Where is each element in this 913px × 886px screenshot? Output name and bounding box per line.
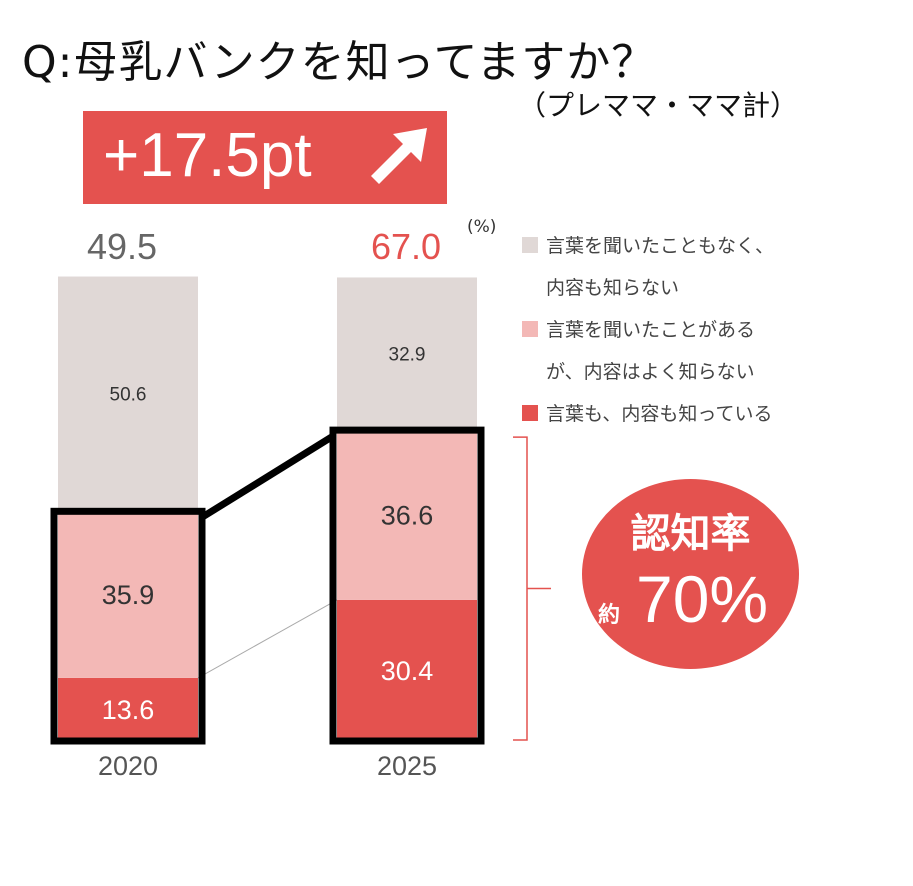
legend-swatch [522,321,538,337]
legend-label: 言葉も、内容も知っている [546,403,773,425]
connector-thick-line [200,433,335,521]
legend-label: が、内容はよく知らない [546,361,755,383]
x-tick-label: 2020 [98,751,158,781]
awareness-callout: 認知率 約 70% [582,479,799,669]
highlight-box [50,507,206,745]
bar-segment [337,430,477,600]
legend: 言葉を聞いたこともなく、 内容も知らない 言葉を聞いたことがある が、内容はよく… [522,225,902,435]
awareness-value: 70% [636,562,769,636]
legend-swatch [522,405,538,421]
legend-item-aware: 言葉も、内容も知っている [522,393,902,435]
total-2025: 67.0 [371,226,442,267]
page-title: Q:母乳バンクを知ってますか？ [22,37,657,88]
legend-item-heard-only: 言葉を聞いたことがある が、内容はよく知らない [522,309,902,393]
unit-label: (%) [467,217,497,237]
legend-label: 言葉を聞いたこともなく、 [546,235,775,257]
x-tick-label: 2025 [377,751,437,781]
data-label: 50.6 [110,385,147,406]
legend-swatch [522,237,538,253]
bar-segment [58,677,198,741]
awareness-label: 認知率 [630,511,751,557]
arrow-up-right-icon [371,128,427,184]
legend-label: 言葉を聞いたことがある [546,319,756,341]
bar-segment [58,511,198,678]
bar-segment [58,276,198,512]
data-label: 30.4 [381,656,434,686]
bar-segment [337,599,477,741]
difference-badge: +17.5pt [83,111,447,204]
data-label: 36.6 [381,500,434,530]
awareness-bracket [513,436,551,741]
page-subtitle: （プレママ・ママ計） [518,89,799,122]
connector-thin-line [197,599,338,679]
bar-segment [337,277,477,431]
data-label: 35.9 [102,580,155,610]
awareness-prefix: 約 [598,603,621,628]
legend-label: 内容も知らない [546,277,680,299]
total-2020: 49.5 [87,226,158,267]
difference-value: +17.5pt [103,121,312,190]
data-label: 32.9 [389,344,426,365]
data-label: 13.6 [102,695,155,725]
legend-item-unaware: 言葉を聞いたこともなく、 内容も知らない [522,225,902,309]
highlight-box [329,426,485,745]
